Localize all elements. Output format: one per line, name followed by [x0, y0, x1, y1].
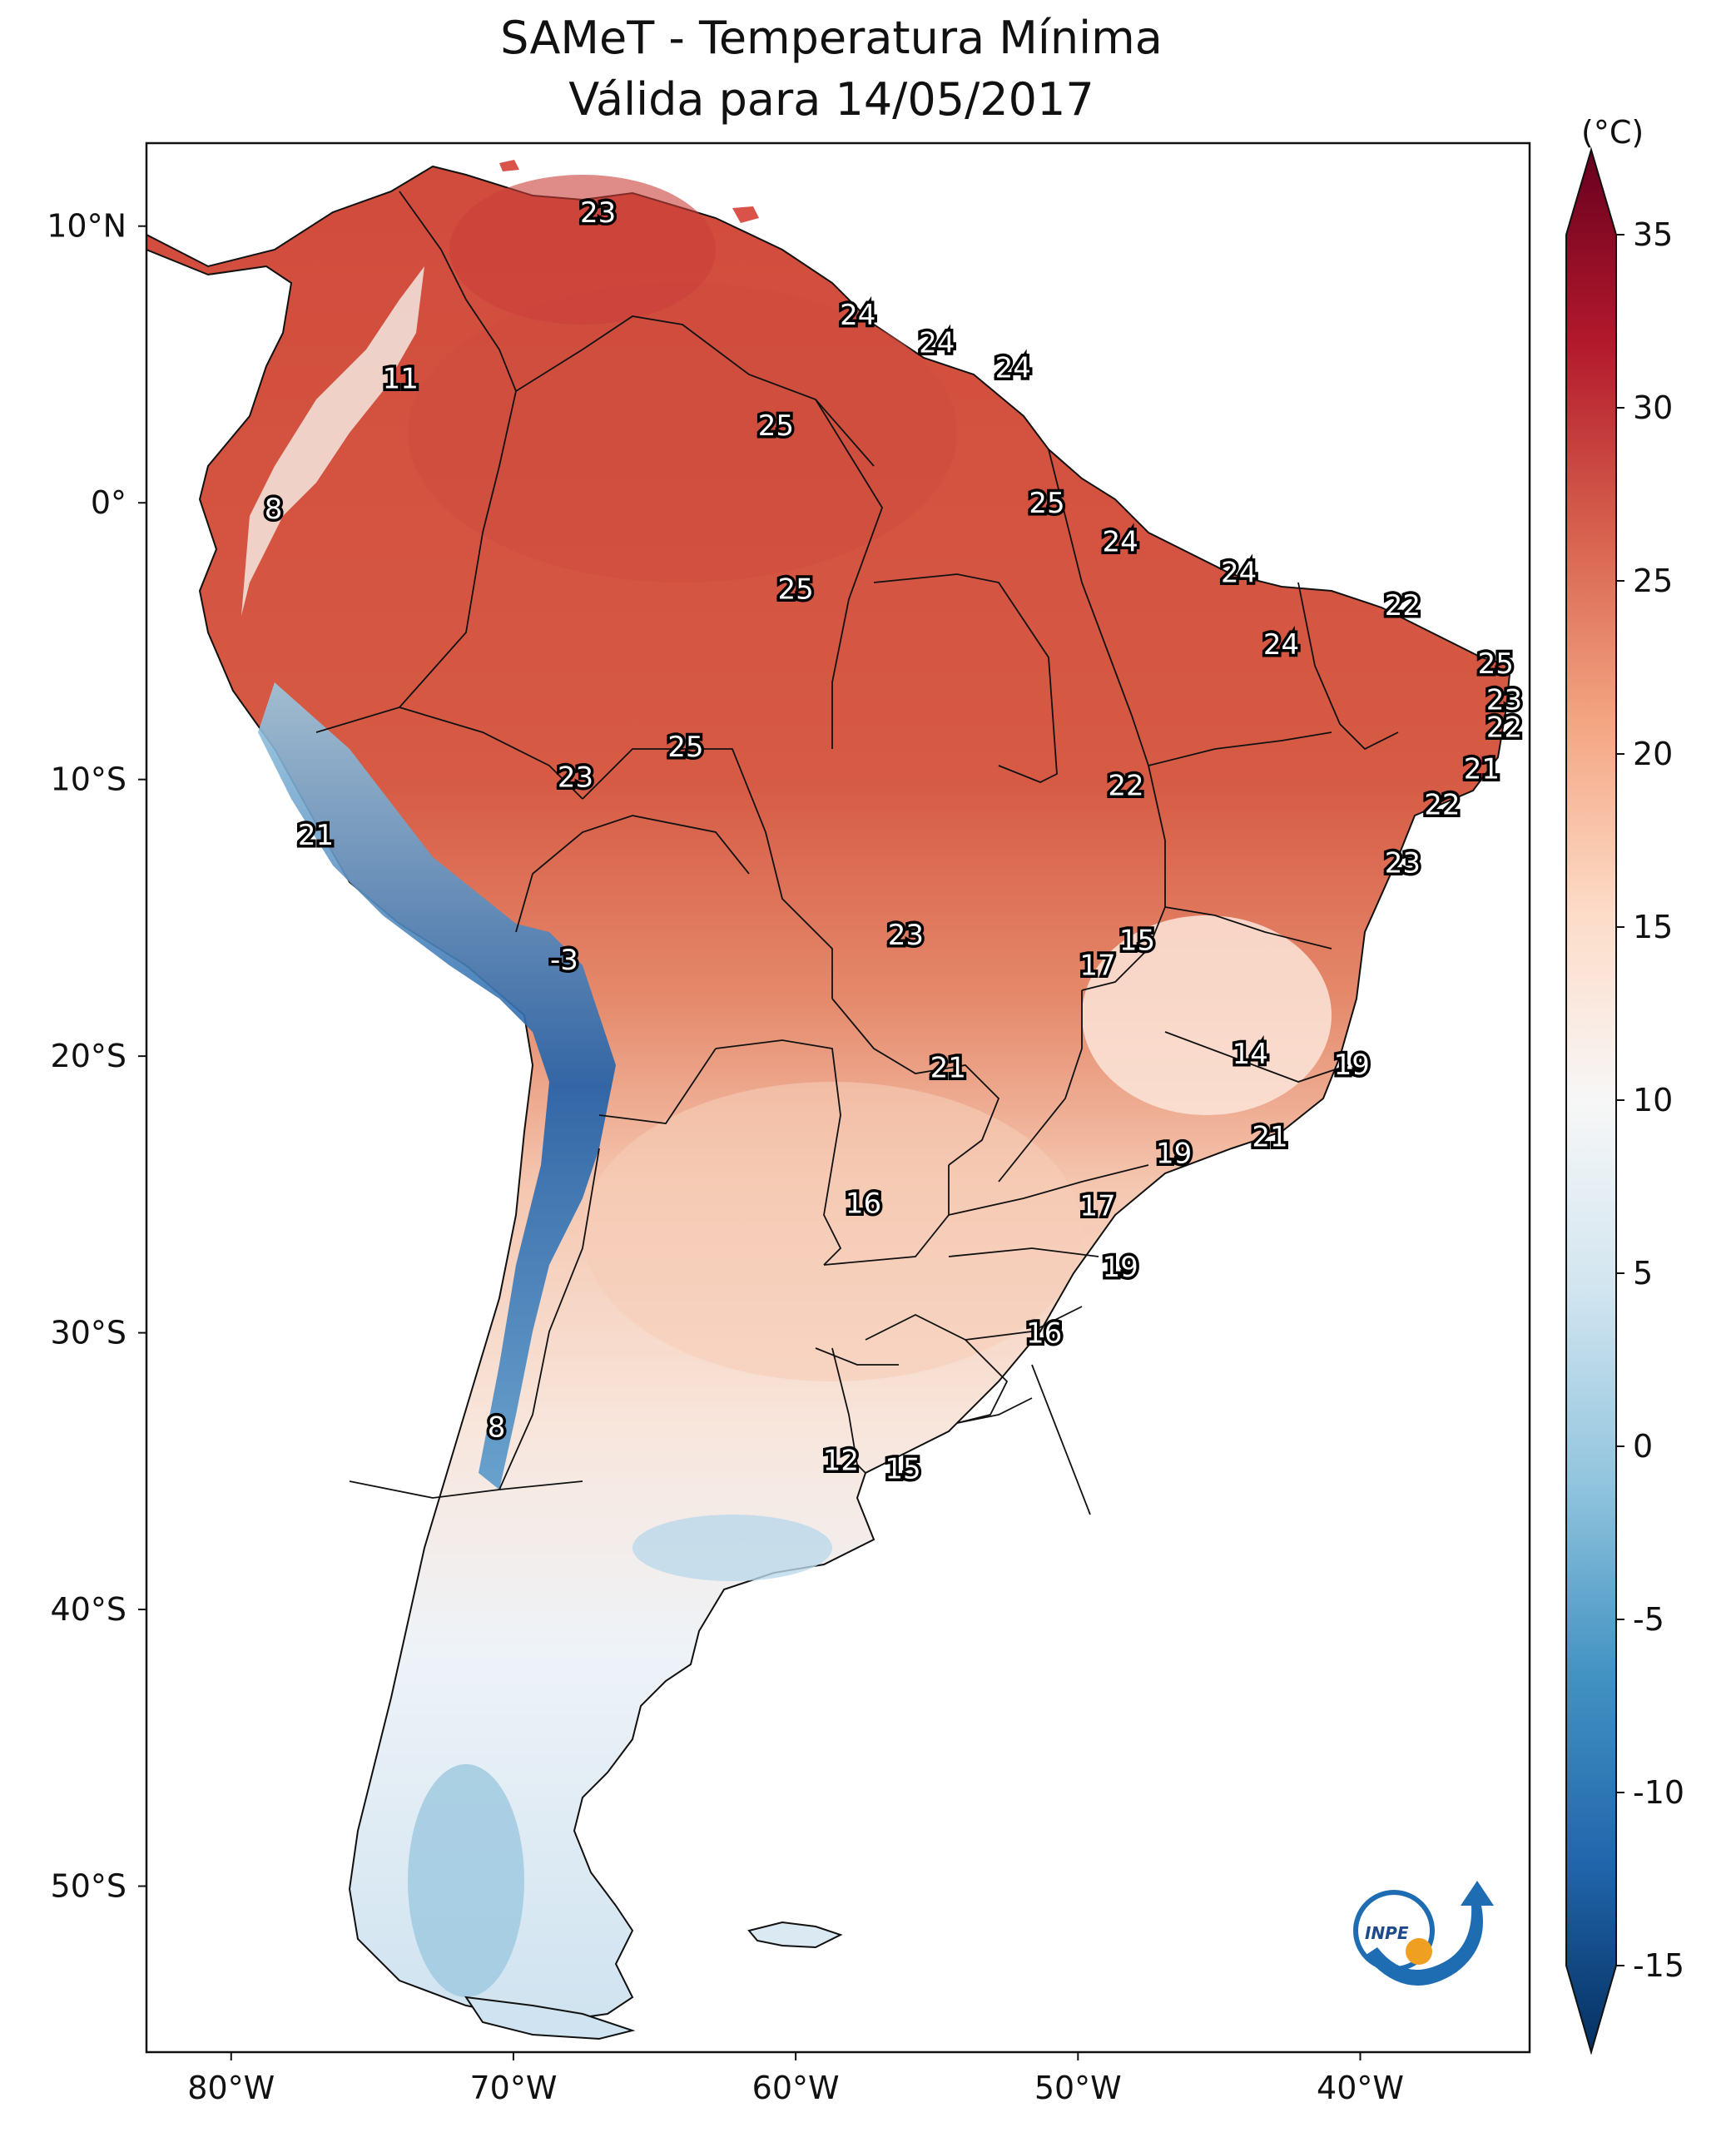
x-tick-label: 80°W [187, 2070, 275, 2106]
station-value-label: 21 [1464, 752, 1500, 786]
y-tick-label: 40°S [51, 1591, 126, 1628]
inpe-logo: INPE [1353, 1881, 1494, 1986]
colorbar-body [1565, 146, 1617, 2055]
station-value-label: 21 [298, 819, 334, 852]
station-value-label: 14 [1233, 1038, 1268, 1071]
map-subtitle: Válida para 14/05/2017 [568, 73, 1094, 126]
station-value-label: 23 [558, 761, 593, 794]
colorbar: 35 30 25 20 15 10 5 0 -5 -10 -15 (°C) [1565, 114, 1684, 2055]
andes-cold-band [258, 682, 616, 1490]
colorbar-tick-label: 5 [1633, 1255, 1653, 1292]
station-value-label: 21 [930, 1051, 966, 1084]
station-value-label: 25 [1478, 647, 1514, 681]
station-value-label: 24 [995, 351, 1031, 384]
station-value-label: 24 [919, 326, 955, 359]
x-tick-label: 70°W [469, 2070, 557, 2106]
patagonia-cold-zone [408, 1764, 524, 1997]
station-value-label: 25 [1029, 487, 1064, 520]
station-value-label: 15 [1119, 924, 1155, 957]
station-value-label: -3 [550, 944, 578, 977]
station-value-label: 25 [758, 409, 794, 443]
station-value-label: 17 [1079, 1190, 1115, 1223]
x-tick-label: 60°W [752, 2070, 840, 2106]
colorbar-tick-label: 30 [1633, 389, 1673, 426]
colorbar-tick-label: 20 [1633, 736, 1673, 772]
station-value-label: 24 [1103, 526, 1138, 559]
y-tick-label: 20°S [51, 1038, 126, 1074]
logo-text: INPE [1365, 1923, 1409, 1943]
colorbar-tick-label: -15 [1633, 1947, 1684, 1984]
y-tick-label: 50°S [51, 1868, 126, 1905]
station-value-label: 22 [1385, 589, 1421, 622]
falkland-islands [747, 1921, 843, 1949]
station-value-label: 22 [1424, 789, 1460, 822]
y-tick-label: 10°N [47, 208, 126, 245]
station-value-label: 8 [488, 1411, 506, 1445]
colorbar-ticks: 35 30 25 20 15 10 5 0 -5 -10 -15 [1616, 216, 1684, 1984]
pampa-cool-zone [632, 1515, 832, 1581]
country-boundaries [315, 191, 1399, 1515]
station-value-label: 22 [1108, 769, 1143, 802]
station-value-label: 22 [1486, 711, 1522, 744]
y-axis: 10°N 0° 10°S 20°S 30°S 40°S 50°S [47, 208, 146, 1905]
colorbar-tick-label: 0 [1633, 1428, 1653, 1465]
logo-dot-icon [1406, 1938, 1432, 1965]
colombia-andes-band [241, 266, 424, 616]
logo-arrow-icon [1365, 1881, 1494, 1986]
continent-layer [146, 160, 1512, 2040]
x-tick-label: 40°W [1317, 2070, 1404, 2106]
colorbar-tick-label: 25 [1633, 563, 1673, 599]
station-value-label: 25 [667, 731, 703, 764]
station-value-label: 16 [846, 1187, 881, 1220]
station-value-label: 11 [383, 363, 419, 396]
station-value-label: 24 [840, 299, 875, 332]
colorbar-tick-label: -10 [1633, 1774, 1684, 1811]
map-frame [145, 141, 1531, 2054]
station-value-label: 23 [1385, 846, 1421, 880]
amazon-warm-zone [408, 283, 957, 583]
station-value-label: 16 [1026, 1317, 1062, 1351]
colorbar-tick-label: 10 [1633, 1082, 1673, 1118]
station-value-label: 23 [1486, 683, 1522, 717]
y-tick-label: 30°S [51, 1315, 126, 1351]
x-tick-label: 50°W [1034, 2070, 1122, 2106]
map-title: SAMeT - Temperatura Mínima [500, 12, 1163, 64]
tierra-del-fuego-islands [464, 1996, 636, 2040]
colorbar-tick-label: 15 [1633, 909, 1673, 945]
station-value-label: 19 [1334, 1049, 1370, 1082]
station-value-label: 12 [823, 1445, 859, 1478]
station-value-label: 19 [1156, 1137, 1192, 1170]
colorbar-tick-label: -5 [1633, 1601, 1664, 1638]
y-tick-label: 0° [91, 484, 126, 521]
plateau-cool-zone [1082, 915, 1332, 1115]
station-value-label: 15 [885, 1453, 920, 1486]
x-axis: 80°W 70°W 60°W 50°W 40°W [187, 2052, 1404, 2106]
venezuela-warm-zone [449, 175, 716, 325]
station-value-label: 24 [1221, 556, 1257, 589]
station-value-label: 17 [1079, 949, 1115, 982]
station-value-label: 23 [580, 196, 616, 230]
station-value-label: 24 [1263, 628, 1299, 662]
station-value-label: 8 [265, 493, 283, 526]
station-value-label: 19 [1103, 1251, 1138, 1284]
station-value-label: 23 [888, 919, 924, 952]
station-value-label: 25 [777, 573, 813, 606]
station-value-label: 21 [1252, 1121, 1287, 1154]
y-tick-label: 10°S [51, 761, 126, 798]
colorbar-tick-label: 35 [1633, 216, 1673, 253]
colorbar-unit-label: (°C) [1581, 114, 1644, 151]
